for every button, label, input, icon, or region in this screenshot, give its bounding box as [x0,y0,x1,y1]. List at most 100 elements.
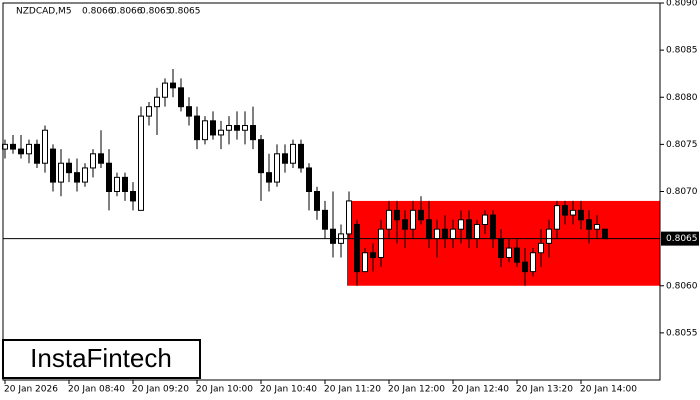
candle-body [162,82,168,98]
candle-body [34,143,40,164]
candle-body [354,223,360,273]
candle-body [530,252,536,273]
candle-body [570,209,576,216]
logo-box [2,339,201,379]
candle-body [266,172,272,183]
candle-body [394,209,400,221]
candle-body [490,214,496,240]
ohlc-close: 0.8065 [169,7,201,17]
candle-body [154,96,160,108]
candle-body [402,219,408,230]
y-tick-label: 0.8060 [666,281,698,291]
candle-body [466,219,472,240]
candle-body [482,214,488,225]
candle-body [210,120,216,136]
candle-body [42,129,48,164]
candle-body [594,223,600,230]
candle-body [506,247,512,258]
candle-body [138,115,144,211]
y-tick-label: 0.8070 [666,187,698,197]
x-tick-label: 20 Jan 2026 [4,385,58,395]
candle-body [82,167,88,183]
candle-body [370,252,376,258]
logo: InstaFintech [30,343,172,373]
current-price-label: 0.8065 [666,234,698,244]
y-tick-label: 0.8075 [666,140,698,150]
x-tick-label: 20 Jan 08:40 [68,385,125,395]
candle-body [218,129,224,136]
candle-body [434,228,440,240]
candle-body [314,191,320,211]
candle-body [234,125,240,131]
candle-body [194,115,200,141]
ohlc-low: 0.8065 [140,7,172,17]
x-tick-label: 20 Jan 11:20 [324,385,381,395]
y-tick-label: 0.8085 [666,46,698,56]
x-tick-label: 20 Jan 10:40 [260,385,317,395]
candle-body [282,153,288,164]
candle-body [146,106,152,117]
candle-body [178,87,184,108]
candle-body [562,205,568,216]
candle-body [74,172,80,183]
candle-body [26,143,32,155]
candle-body [450,228,456,240]
candle-body [274,153,280,183]
candle-body [130,191,136,202]
y-tick-label: 0.8080 [666,93,698,103]
candle-body [66,162,72,174]
candle-body [554,205,560,230]
candle-body [322,209,328,230]
x-tick-label: 20 Jan 14:00 [580,385,637,395]
candle-body [290,143,296,164]
candle-body [90,153,96,169]
current-price-box [661,231,699,246]
candle-body [362,252,368,273]
candle-body [474,223,480,240]
candle-body [242,125,248,131]
candle-body [522,261,528,273]
candle-body [258,139,264,174]
candle-body [514,247,520,263]
x-tick-label: 20 Jan 09:20 [132,385,189,395]
candle-body [538,242,544,254]
candle-body [442,228,448,240]
candle-body [186,106,192,117]
x-tick-label: 20 Jan 12:00 [388,385,445,395]
candle-body [586,219,592,230]
candle-body [170,82,176,89]
chart-title: NZDCAD,M5 [16,7,72,17]
candle-body [50,148,56,183]
candle-body [346,200,352,235]
candle-body [546,228,552,244]
candle-body [98,153,104,164]
x-tick-label: 20 Jan 13:20 [516,385,573,395]
candle-body [10,143,16,150]
y-tick-label: 0.8090 [666,0,698,9]
candle-body [202,120,208,141]
candle-body [386,209,392,230]
candle-body [458,219,464,230]
candle-body [18,148,24,155]
candle-body [106,162,112,193]
x-tick-label: 20 Jan 12:40 [452,385,509,395]
candle-body [122,176,128,193]
ohlc-open: 0.8066 [82,7,114,17]
ohlc-high: 0.8066 [111,7,143,17]
candle-body [306,167,312,192]
candle-body [330,228,336,244]
candle-body [602,228,608,240]
candle-body [58,162,64,183]
candle-body [226,125,232,131]
candle-body [418,209,424,221]
candle-body [426,219,432,240]
candle-body [298,143,304,169]
candle-body [114,176,120,193]
candle-body [378,228,384,258]
candle-body [410,209,416,230]
candle-body [498,238,504,258]
candle-body [578,209,584,221]
y-tick-label: 0.8055 [666,328,698,338]
